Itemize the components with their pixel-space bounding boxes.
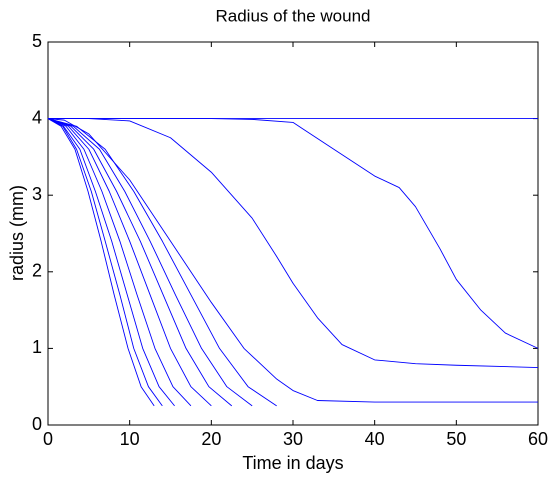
x-tick-label: 0 — [43, 429, 53, 449]
plot-frame — [47, 41, 539, 426]
x-tick-label: 10 — [120, 429, 140, 449]
y-tick-label: 4 — [32, 107, 42, 127]
series-line — [47, 118, 233, 407]
y-tick-label: 0 — [32, 414, 42, 434]
series-line — [48, 118, 539, 368]
series-line — [47, 118, 253, 407]
x-tick-label: 50 — [446, 429, 466, 449]
y-tick-label: 2 — [32, 261, 42, 281]
series-line — [47, 118, 277, 407]
series-line — [47, 118, 163, 407]
series-line — [47, 118, 175, 407]
y-tick-label: 3 — [32, 184, 42, 204]
series-line — [47, 118, 212, 407]
x-tick-label: 40 — [365, 429, 385, 449]
y-tick-label: 5 — [32, 31, 42, 51]
series-line — [47, 118, 192, 407]
series-line — [47, 118, 155, 407]
chart-title: Radius of the wound — [216, 6, 371, 25]
y-axis-label: radius (mm) — [7, 185, 27, 281]
x-tick-label: 30 — [283, 429, 303, 449]
series-line — [47, 118, 538, 403]
x-axis-label: Time in days — [242, 453, 343, 473]
y-tick-label: 1 — [32, 337, 42, 357]
x-tick-label: 20 — [201, 429, 221, 449]
x-tick-label: 60 — [528, 429, 548, 449]
series-line — [48, 118, 539, 349]
